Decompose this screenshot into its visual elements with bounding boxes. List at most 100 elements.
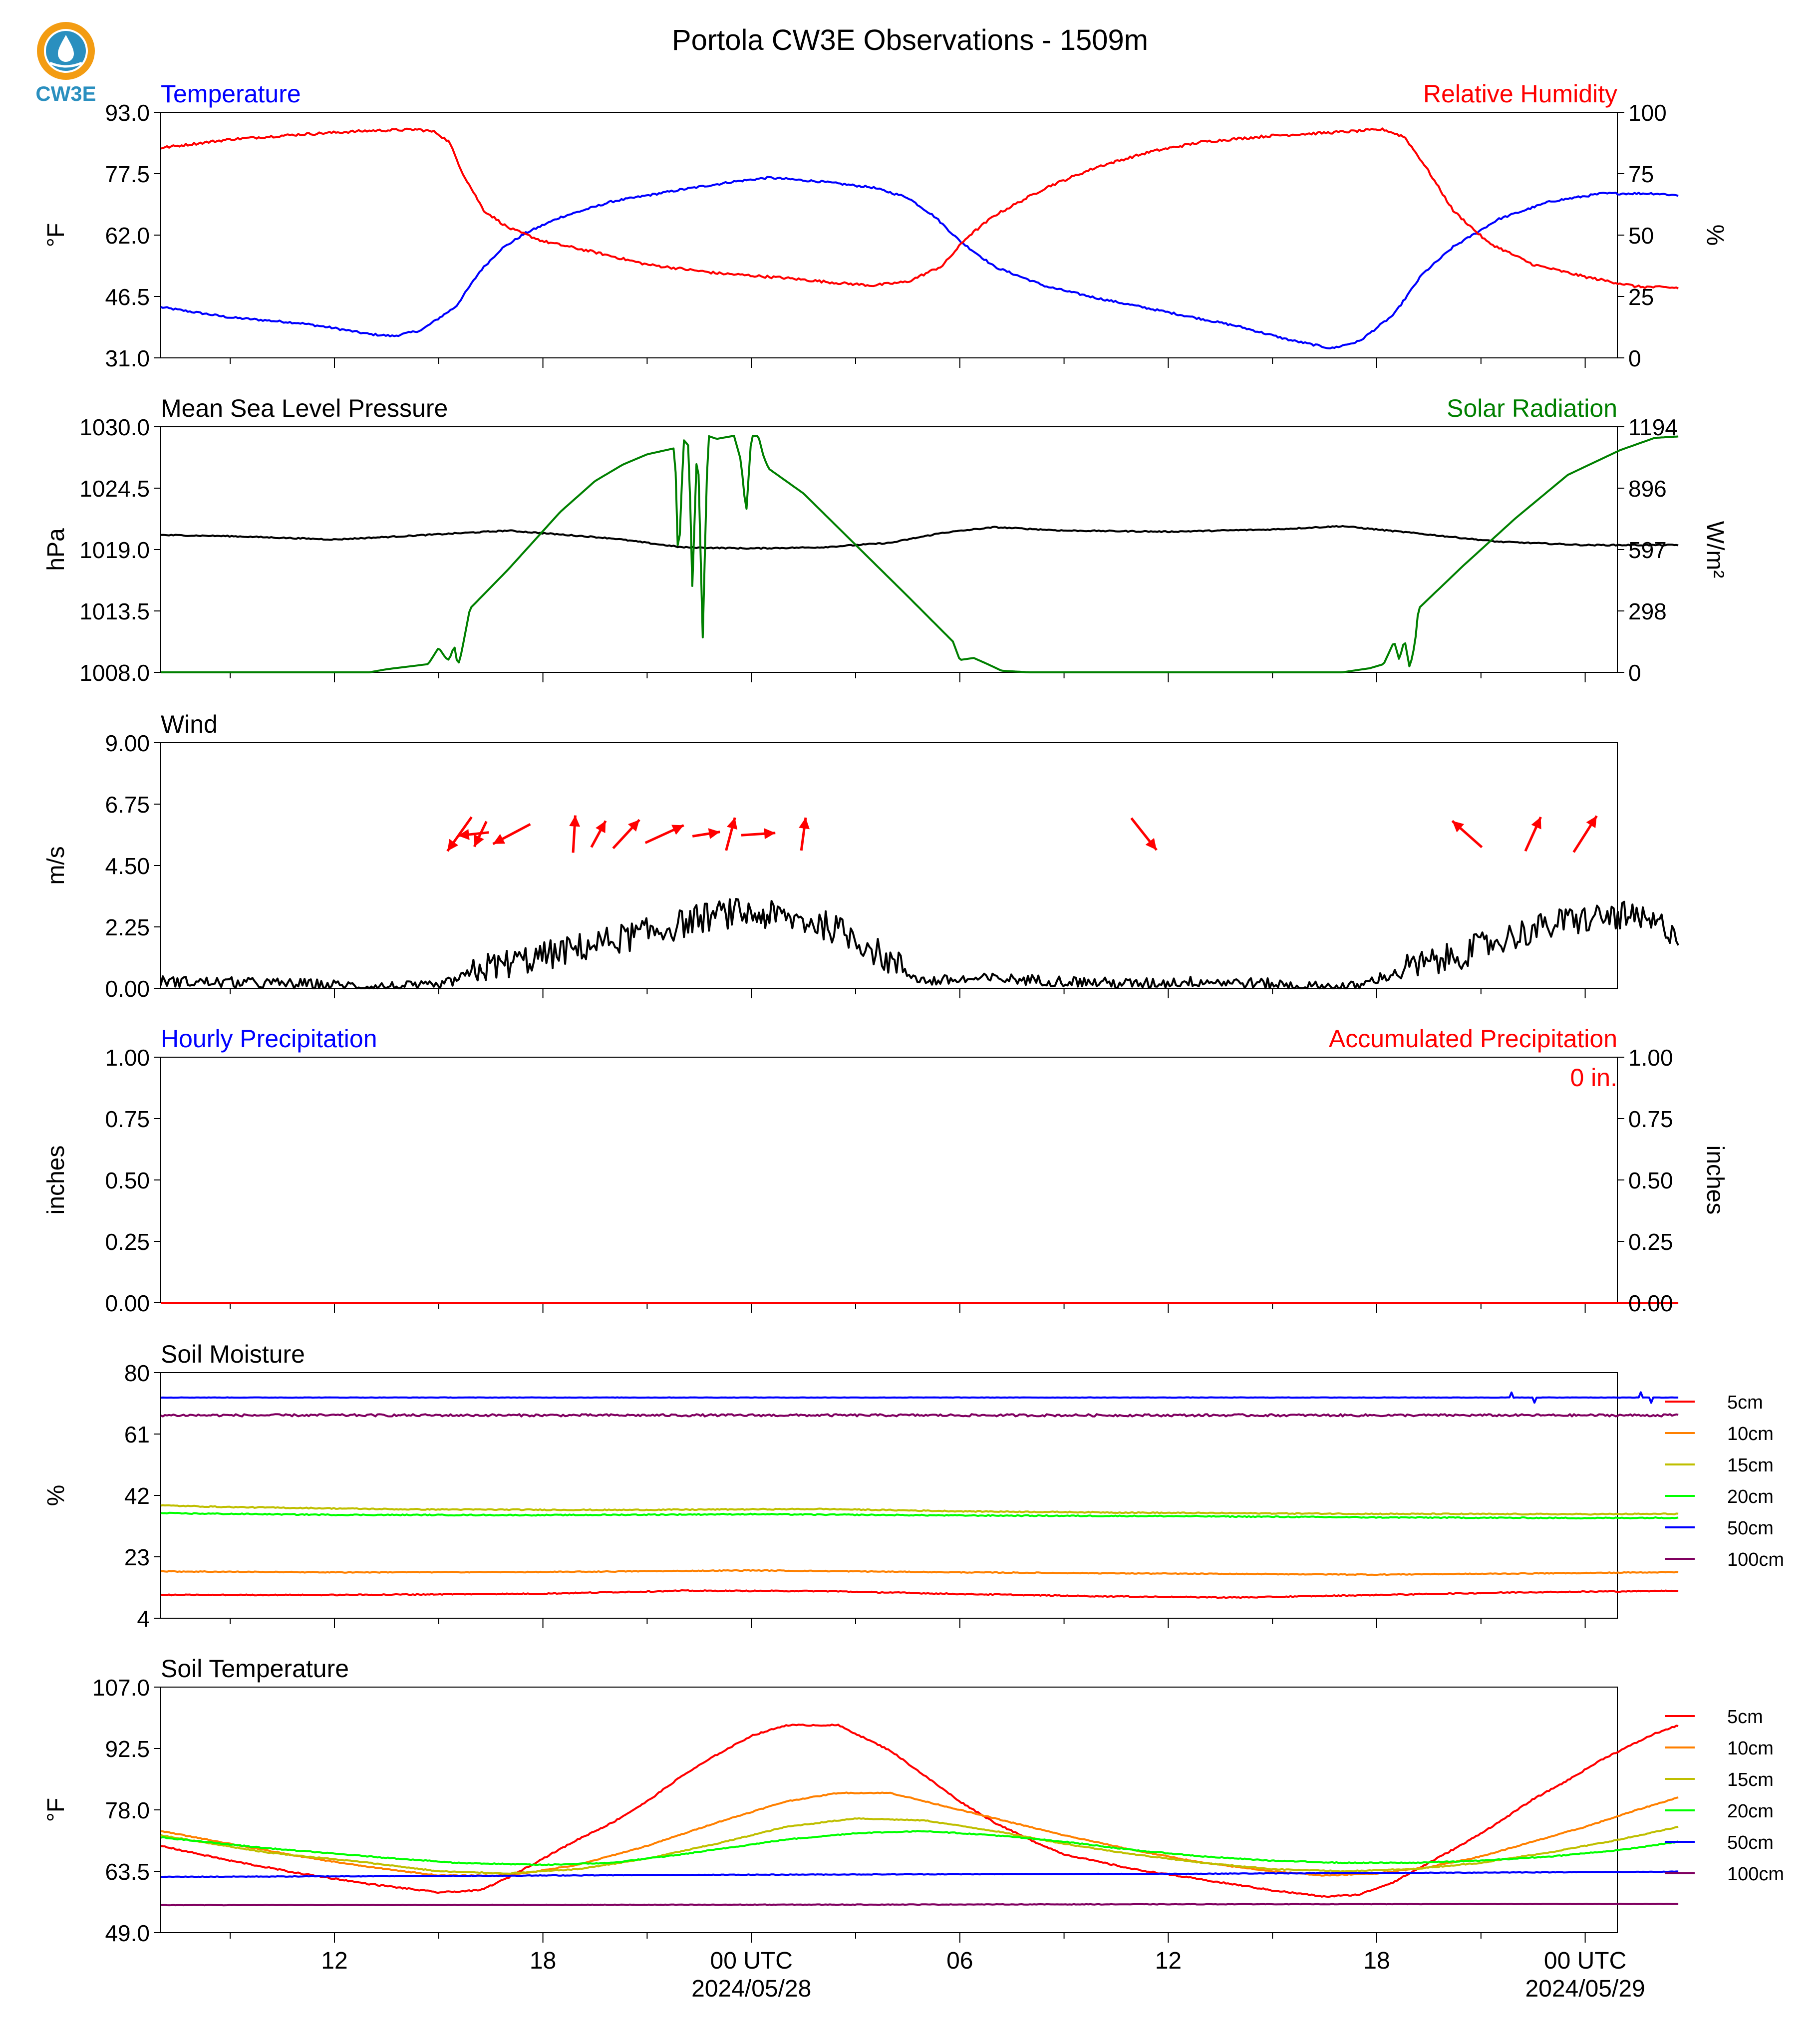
y-tick-label: 0.00 [105, 1290, 150, 1316]
y-tick-label: 61 [124, 1422, 150, 1448]
y-tick-label: 31.0 [105, 345, 150, 371]
y-tick-label: 1008.0 [79, 660, 150, 686]
legend-label: 100cm [1727, 1864, 1784, 1885]
panel-pressure_solar [154, 426, 1679, 682]
y-tick-label: 23 [124, 1544, 150, 1570]
y-tick-label: 0.00 [105, 976, 150, 1002]
y-tick-label-right: 50 [1628, 223, 1654, 249]
y-tick-label-right: 100 [1628, 100, 1667, 126]
x-tick-label: 00 UTC [710, 1948, 793, 1974]
series-line-10cm [160, 1569, 1679, 1576]
panel-wind [154, 742, 1679, 998]
x-tick-label: 18 [530, 1948, 556, 1974]
wind-arrow-head [764, 828, 776, 840]
panel-title-right: Accumulated Precipitation [1329, 1025, 1617, 1053]
wind-arrow-head [1586, 816, 1597, 829]
y-tick-label: 77.5 [105, 161, 150, 187]
y-axis-label: °F [43, 223, 69, 248]
series-line-0 [160, 176, 1679, 349]
y-tick-label: 2.25 [105, 914, 150, 940]
y-tick-label-right: 0.00 [1628, 1290, 1673, 1316]
plot-frame [160, 112, 1618, 358]
legend-label: 20cm [1727, 1801, 1774, 1822]
wind-arrow-head [596, 821, 606, 834]
y-tick-label-right: 75 [1628, 161, 1654, 187]
panel-precip [154, 1057, 1679, 1313]
plot-frame [160, 1372, 1618, 1619]
legend-label: 5cm [1727, 1392, 1763, 1413]
y-axis-label-right: W/m² [1702, 521, 1728, 579]
x-tick-label: 12 [1155, 1948, 1182, 1974]
series-line-100cm [160, 1903, 1679, 1907]
series-line-5cm [160, 1589, 1679, 1599]
plot-frame [160, 426, 1618, 673]
panel-soil_temp [154, 1687, 1695, 1943]
y-axis-label: hPa [43, 528, 69, 571]
plot-frame [160, 1057, 1618, 1303]
panel-title-left: Temperature [161, 80, 301, 108]
y-tick-label: 1.00 [105, 1045, 150, 1071]
y-tick-label: 0.50 [105, 1167, 150, 1193]
panel-title-left: Mean Sea Level Pressure [161, 394, 448, 422]
wind-arrow-head [628, 820, 640, 832]
y-tick-label: 0.75 [105, 1106, 150, 1132]
y-tick-label: 4 [137, 1606, 150, 1632]
y-tick-label: 1019.0 [79, 537, 150, 563]
y-tick-label: 78.0 [105, 1797, 150, 1823]
legend-label: 5cm [1727, 1707, 1763, 1728]
series-line-20cm [160, 1830, 1679, 1866]
y-tick-label-right: 0 [1628, 660, 1641, 686]
y-tick-label-right: 298 [1628, 598, 1667, 624]
x-tick-label: 00 UTC [1544, 1948, 1626, 1974]
y-tick-label-right: 0 [1628, 345, 1641, 371]
y-tick-label: 9.00 [105, 730, 150, 756]
wind-arrow-head [474, 834, 484, 847]
y-tick-label: 80 [124, 1360, 150, 1386]
y-tick-label-right: 597 [1628, 537, 1667, 563]
legend-label: 10cm [1727, 1424, 1774, 1445]
y-tick-label-right: 0.75 [1628, 1106, 1673, 1132]
wind-arrow-head [1531, 817, 1541, 830]
y-tick-label: 1013.5 [79, 598, 150, 624]
y-axis-label: inches [43, 1146, 69, 1215]
y-tick-label: 42 [124, 1483, 150, 1509]
y-axis-label: m/s [43, 846, 69, 884]
wind-arrow-head [493, 834, 506, 844]
y-tick-label: 6.75 [105, 792, 150, 818]
wind-arrow-head [1452, 821, 1465, 833]
wind-arrow-head [1145, 838, 1157, 850]
accumulated-total-label: 0 in. [1570, 1064, 1617, 1092]
y-tick-label: 92.5 [105, 1736, 150, 1762]
legend-label: 50cm [1727, 1832, 1774, 1853]
y-tick-label: 0.25 [105, 1229, 150, 1255]
y-tick-label: 1030.0 [79, 414, 150, 440]
series-line-5cm [160, 1724, 1679, 1898]
cw3e-logo-icon: CW3E [35, 22, 96, 105]
y-tick-label: 93.0 [105, 100, 150, 126]
y-tick-label: 1024.5 [79, 476, 150, 502]
y-tick-label-right: 1194 [1628, 414, 1678, 440]
series-line-0 [160, 897, 1679, 989]
legend-label: 10cm [1727, 1738, 1774, 1759]
y-axis-label-right: inches [1702, 1146, 1728, 1215]
y-axis-label: % [43, 1485, 69, 1506]
y-tick-label: 46.5 [105, 284, 150, 310]
panel-temp_rh [154, 112, 1679, 368]
x-tick-date-label: 2024/05/29 [1525, 1976, 1645, 2002]
wind-arrow-head [447, 839, 459, 852]
plot-frame [160, 1687, 1618, 1933]
wind-arrow-head [671, 825, 684, 835]
y-tick-label-right: 25 [1628, 284, 1654, 310]
y-tick-label: 63.5 [105, 1859, 150, 1885]
panel-title-right: Relative Humidity [1423, 80, 1617, 108]
series-line-50cm [160, 1391, 1679, 1404]
series-line-15cm [160, 1817, 1679, 1875]
legend-label: 100cm [1727, 1549, 1784, 1570]
series-line-100cm [160, 1413, 1679, 1418]
wind-arrow-head [569, 815, 581, 827]
wind-arrow-head [708, 828, 720, 839]
series-line-50cm [161, 1870, 1679, 1878]
series-line-1 [161, 435, 1679, 673]
legend-label: 15cm [1727, 1455, 1774, 1476]
y-tick-label: 49.0 [105, 1920, 150, 1946]
